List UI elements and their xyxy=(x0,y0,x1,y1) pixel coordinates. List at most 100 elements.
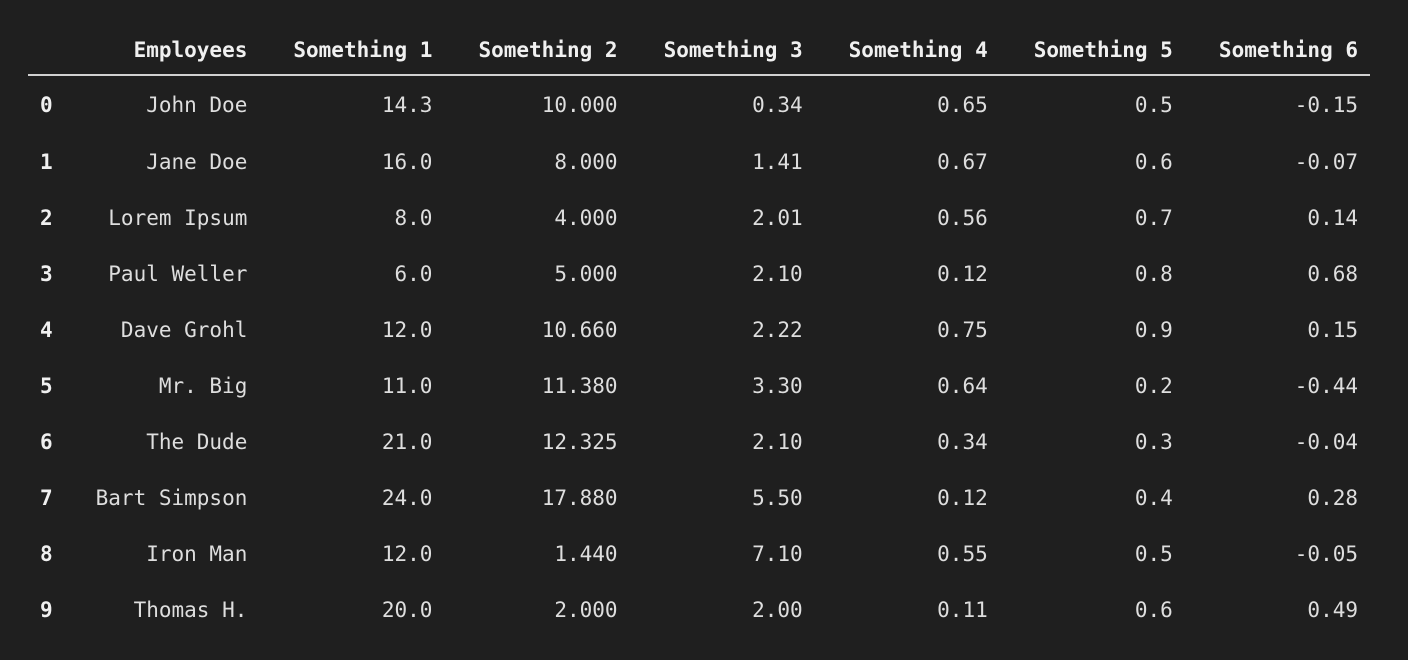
column-header: Employees xyxy=(80,26,260,76)
value-cell: 2.01 xyxy=(752,206,803,230)
table-body: 0 John Doe 14.3 10.000 0.34 0.65 0.5 -0.15 1 Jane… xyxy=(28,75,1370,638)
column-header: Something 6 xyxy=(1184,26,1370,76)
value-cell: 1.41 xyxy=(752,150,803,174)
value-cell: 0.6 xyxy=(1134,598,1173,622)
value-cell: 12.0 xyxy=(381,318,433,342)
value-cell: 3.30 xyxy=(752,374,803,398)
value-cell: 0.8 xyxy=(1134,262,1173,286)
value-cell: 0.49 xyxy=(1307,598,1358,622)
row-index: 2 xyxy=(40,206,53,230)
row-index: 8 xyxy=(40,542,53,566)
value-cell: 14.3 xyxy=(381,93,433,117)
value-cell: 21.0 xyxy=(381,430,433,454)
value-cell: -0.05 xyxy=(1294,542,1358,566)
value-cell: 2.00 xyxy=(752,598,803,622)
value-cell: 12.325 xyxy=(541,430,618,454)
value-cell: 6.0 xyxy=(394,262,433,286)
value-cell: 0.55 xyxy=(937,542,988,566)
value-cell: 10.000 xyxy=(541,93,618,117)
column-header: Something 2 xyxy=(444,26,630,76)
value-cell: 1.440 xyxy=(554,542,618,566)
dataframe-table: Employees Something 1 Something 2 Something… xyxy=(28,26,1370,638)
value-cell: 5.50 xyxy=(752,486,803,510)
row-index: 1 xyxy=(40,150,53,174)
value-cell: 2.10 xyxy=(752,430,803,454)
employee-name-cell: Thomas H. xyxy=(133,598,248,622)
value-cell: 20.0 xyxy=(381,598,433,622)
table-row: 3 Paul Weller 6.0 5.000 2.10 0.12 0.8 0.68 xyxy=(28,246,1370,302)
value-cell: 2.10 xyxy=(752,262,803,286)
value-cell: 0.3 xyxy=(1134,430,1173,454)
employee-name-cell: Lorem Ipsum xyxy=(108,206,248,230)
employee-name-cell: Jane Doe xyxy=(146,150,248,174)
value-cell: 0.68 xyxy=(1307,262,1358,286)
table-header: Employees Something 1 Something 2 Something… xyxy=(28,26,1370,76)
value-cell: 0.75 xyxy=(937,318,988,342)
value-cell: 0.11 xyxy=(937,598,988,622)
row-index: 4 xyxy=(40,318,53,342)
value-cell: 0.5 xyxy=(1134,542,1173,566)
value-cell: -0.07 xyxy=(1294,150,1358,174)
value-cell: 4.000 xyxy=(554,206,618,230)
value-cell: 0.28 xyxy=(1307,486,1358,510)
column-header: Something 1 xyxy=(259,26,445,76)
table-row: 4 Dave Grohl 12.0 10.660 2.22 0.75 0.9 0.15 xyxy=(28,302,1370,358)
value-cell: 0.7 xyxy=(1134,206,1173,230)
value-cell: 16.0 xyxy=(381,150,433,174)
value-cell: 0.67 xyxy=(937,150,988,174)
value-cell: 11.380 xyxy=(541,374,618,398)
value-cell: 10.660 xyxy=(541,318,618,342)
table-row: 2 Lorem Ipsum 8.0 4.000 2.01 0.56 0.7 0.14 xyxy=(28,190,1370,246)
employee-name-cell: Paul Weller xyxy=(108,262,248,286)
value-cell: 0.4 xyxy=(1134,486,1173,510)
value-cell: 24.0 xyxy=(381,486,433,510)
value-cell: 0.34 xyxy=(752,93,803,117)
value-cell: 7.10 xyxy=(752,542,803,566)
row-index: 6 xyxy=(40,430,53,454)
index-header xyxy=(28,26,81,76)
table-row: 1 Jane Doe 16.0 8.000 1.41 0.67 0.6 -0.07 xyxy=(28,134,1370,190)
table-row: 0 John Doe 14.3 10.000 0.34 0.65 0.5 -0.15 xyxy=(28,75,1370,134)
value-cell: 17.880 xyxy=(541,486,618,510)
value-cell: 0.56 xyxy=(937,206,988,230)
table-row: 5 Mr. Big 11.0 11.380 3.30 0.64 0.2 -0.44 xyxy=(28,358,1370,414)
dataframe-container: Employees Something 1 Something 2 Something… xyxy=(28,26,1370,638)
header-row: Employees Something 1 Something 2 Something… xyxy=(28,26,1370,76)
value-cell: 5.000 xyxy=(554,262,618,286)
table-row: 9 Thomas H. 20.0 2.000 2.00 0.11 0.6 0.49 xyxy=(28,582,1370,638)
value-cell: 12.0 xyxy=(381,542,433,566)
value-cell: 0.34 xyxy=(937,430,988,454)
column-header: Something 5 xyxy=(999,26,1185,76)
row-index: 5 xyxy=(40,374,53,398)
table-row: 6 The Dude 21.0 12.325 2.10 0.34 0.3 -0.04 xyxy=(28,414,1370,470)
table-row: 7 Bart Simpson 24.0 17.880 5.50 0.12 0.4 0.28 xyxy=(28,470,1370,526)
value-cell: 0.64 xyxy=(937,374,988,398)
value-cell: 8.0 xyxy=(394,206,433,230)
value-cell: 2.22 xyxy=(752,318,803,342)
value-cell: 0.15 xyxy=(1307,318,1358,342)
value-cell: 11.0 xyxy=(381,374,433,398)
value-cell: -0.15 xyxy=(1294,93,1358,117)
value-cell: 0.14 xyxy=(1307,206,1358,230)
table-row: 8 Iron Man 12.0 1.440 7.10 0.55 0.5 -0.05 xyxy=(28,526,1370,582)
employee-name-cell: The Dude xyxy=(146,430,248,454)
value-cell: 0.12 xyxy=(937,486,988,510)
column-header: Something 4 xyxy=(814,26,1000,76)
value-cell: 8.000 xyxy=(554,150,618,174)
row-index: 9 xyxy=(40,598,53,622)
column-header: Something 3 xyxy=(629,26,815,76)
row-index: 0 xyxy=(40,93,53,117)
value-cell: 0.5 xyxy=(1134,93,1173,117)
employee-name-cell: John Doe xyxy=(146,93,248,117)
value-cell: 0.12 xyxy=(937,262,988,286)
employee-name-cell: Iron Man xyxy=(146,542,248,566)
value-cell: 0.65 xyxy=(937,93,988,117)
employee-name-cell: Dave Grohl xyxy=(120,318,248,342)
value-cell: 2.000 xyxy=(554,598,618,622)
row-index: 3 xyxy=(40,262,53,286)
value-cell: 0.9 xyxy=(1134,318,1173,342)
employee-name-cell: Mr. Big xyxy=(158,374,248,398)
value-cell: 0.6 xyxy=(1134,150,1173,174)
value-cell: -0.44 xyxy=(1294,374,1358,398)
value-cell: 0.2 xyxy=(1134,374,1173,398)
